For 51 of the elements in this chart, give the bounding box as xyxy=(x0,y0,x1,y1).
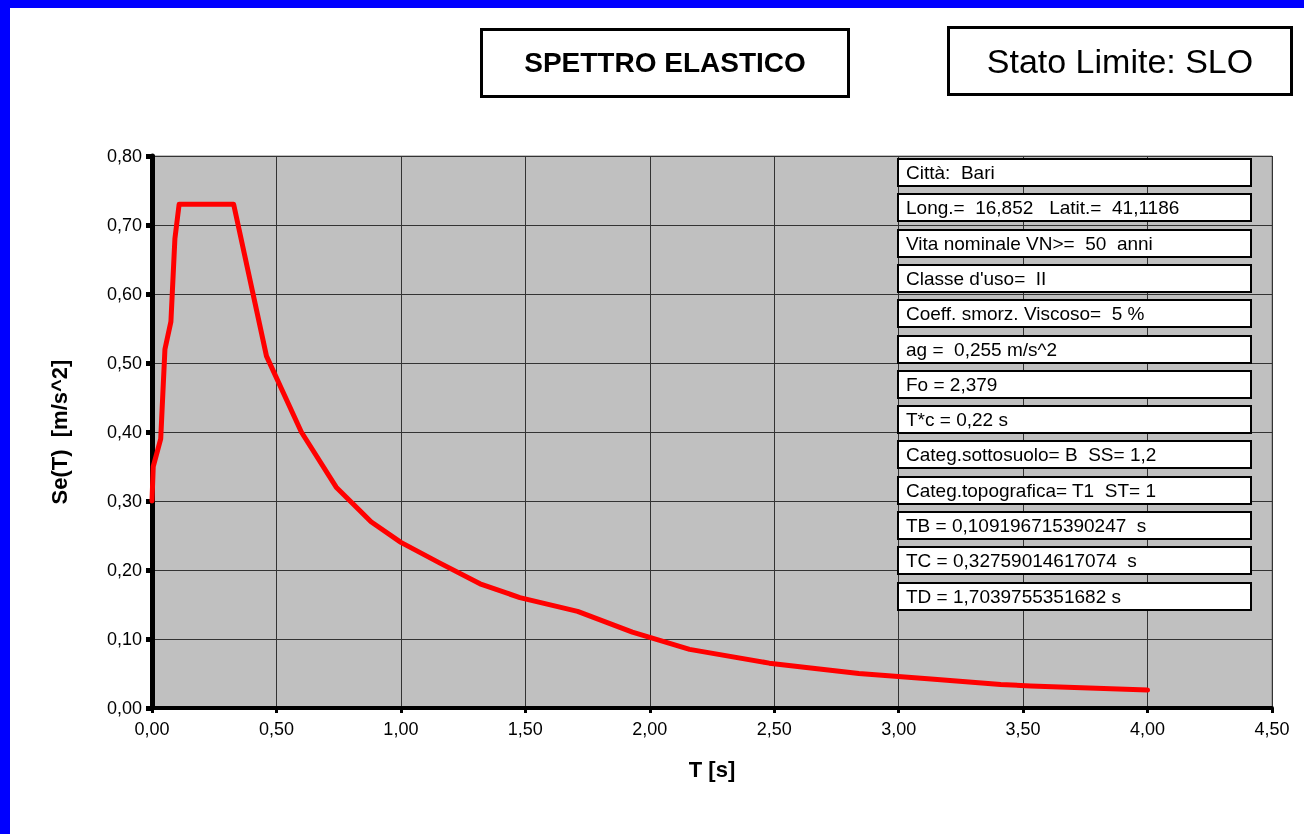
text-frame: Coeff. smorz. Viscoso= 5 % xyxy=(897,299,1252,329)
y-tick-label: 0,00 xyxy=(106,698,142,718)
y-tick-label: 0,30 xyxy=(106,491,142,511)
annotation: TB = 0,109196715390247 s xyxy=(906,515,1147,536)
annotation: Classe d'uso= II xyxy=(906,267,1047,289)
text-frame: Città: Bari xyxy=(897,158,1252,187)
y-tick-label: 0,50 xyxy=(106,353,142,373)
annotation: Vita nominale VN>= 50 anni xyxy=(906,232,1153,254)
text-frame: ag = 0,255 m/s^2 xyxy=(897,334,1252,364)
text-frame: Categ.topografica= T1 ST= 1 xyxy=(897,475,1252,505)
text-frame: Long.= 16,852 Latit.= 41,1186 xyxy=(897,193,1252,223)
y-tick-label: 0,10 xyxy=(106,629,142,649)
text-frame: Categ.sottosuolo= B SS= 1,2 xyxy=(897,440,1252,470)
annotation: Categ.sottosuolo= B SS= 1,2 xyxy=(906,444,1157,466)
text-frame: TB = 0,109196715390247 s xyxy=(897,511,1252,540)
annotation: T*c = 0,22 s xyxy=(906,409,1008,431)
x-tick-label: 3,00 xyxy=(881,719,917,739)
x-tick-label: 1,50 xyxy=(507,719,543,739)
text-frame: Stato Limite: SLO xyxy=(947,26,1293,96)
annotation: Fo = 2,379 xyxy=(906,373,998,395)
x-tick-label: 4,50 xyxy=(1254,719,1290,739)
x-tick-label: 4,00 xyxy=(1130,719,1166,739)
y-tick-label: 0,60 xyxy=(106,284,142,304)
x-tick-label: 2,00 xyxy=(632,719,668,739)
annotation: TD = 1,7039755351682 s xyxy=(906,585,1121,607)
chart-title: SPETTRO ELASTICO xyxy=(524,47,806,78)
chart-subtitle: Stato Limite: SLO xyxy=(986,42,1254,80)
text-frame: TC = 0,32759014617074 s xyxy=(897,546,1252,576)
x-tick-label: 3,50 xyxy=(1005,719,1041,739)
y-tick-label: 0,20 xyxy=(106,560,142,580)
x-axis-title: T [s] xyxy=(688,756,736,782)
x-tick-label: 1,00 xyxy=(383,719,419,739)
text-frame: Fo = 2,379 xyxy=(897,369,1252,399)
annotation: Città: Bari xyxy=(906,162,995,183)
x-tick-label: 0,00 xyxy=(134,719,170,739)
annotation: Categ.topografica= T1 ST= 1 xyxy=(906,479,1156,501)
annotation: Long.= 16,852 Latit.= 41,1186 xyxy=(906,197,1180,219)
text-frame: TD = 1,7039755351682 s xyxy=(897,581,1252,611)
y-tick-label: 0,40 xyxy=(106,422,142,442)
y-axis-title: Se(T) [m/s^2] xyxy=(46,359,72,505)
x-tick-label: 0,50 xyxy=(258,719,294,739)
y-tick-label: 0,80 xyxy=(106,146,142,166)
annotation: ag = 0,255 m/s^2 xyxy=(906,338,1057,360)
annotation: Coeff. smorz. Viscoso= 5 % xyxy=(906,303,1145,325)
y-tick-label: 0,70 xyxy=(106,215,142,235)
text-frame: Vita nominale VN>= 50 anni xyxy=(897,228,1252,258)
annotation: TC = 0,32759014617074 s xyxy=(906,550,1137,572)
text-frame: T*c = 0,22 s xyxy=(897,405,1252,435)
text-frame: SPETTRO ELASTICO xyxy=(480,28,850,98)
x-tick-label: 2,50 xyxy=(756,719,792,739)
text-frame: Classe d'uso= II xyxy=(897,263,1252,293)
